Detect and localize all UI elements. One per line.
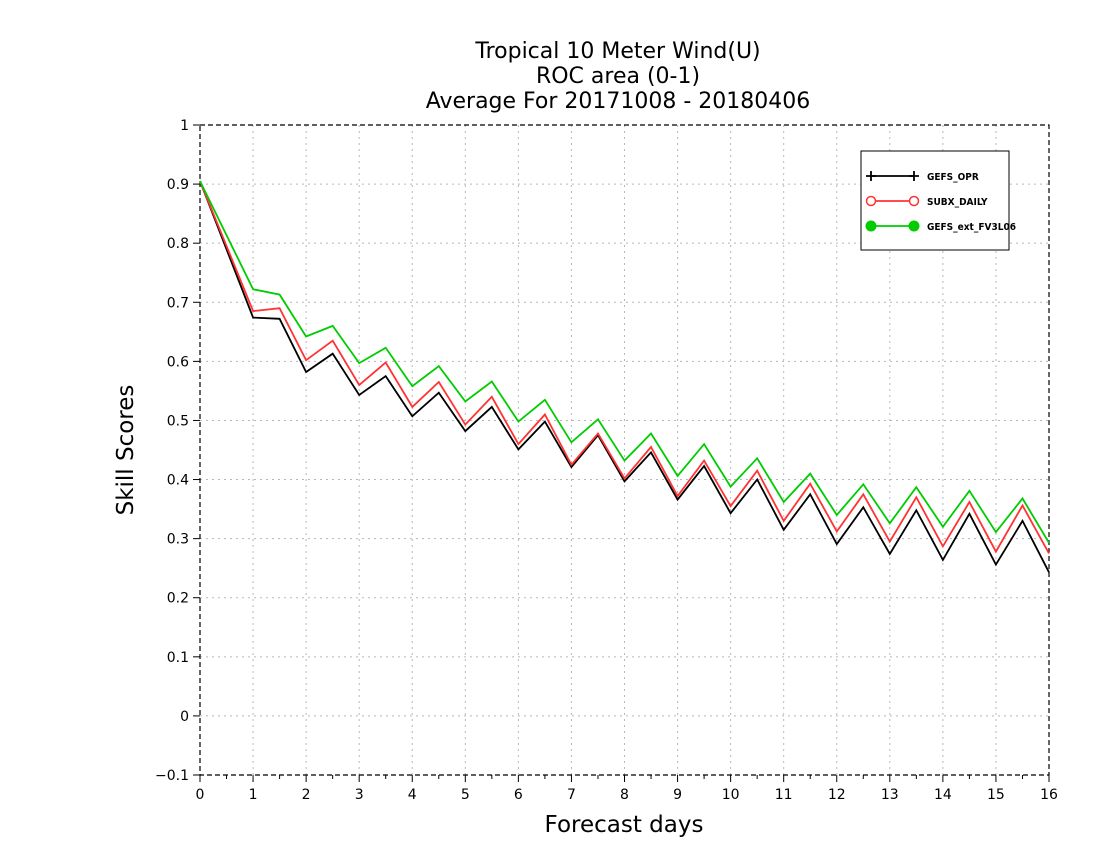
y-tick-label: 0.1	[167, 650, 189, 666]
y-tick-label: 1	[180, 118, 189, 134]
series-line-gefs-opr	[199, 180, 1050, 573]
x-tick-label: 3	[355, 787, 364, 803]
y-tick-label: 0.4	[167, 473, 189, 489]
x-tick-label: 2	[302, 787, 311, 803]
x-tick-label: 7	[567, 787, 576, 803]
x-tick-label: 16	[1040, 787, 1058, 803]
x-tick-label: 11	[775, 787, 793, 803]
y-tick-label: 0.5	[167, 413, 189, 429]
series-line-gefs-ext-fv3l06	[199, 180, 1050, 544]
axis-ticks: 0 1 2 3 4 5 6 7 8 9 10 11 12 13 14 15 16−0.100.10.20.30.…	[155, 118, 1058, 803]
legend-label: SUBX_DAILY	[927, 197, 988, 208]
legend-entry: SUBX_DAILY	[865, 195, 988, 208]
x-tick-label: 0	[196, 787, 205, 803]
y-tick-label: −0.1	[155, 768, 189, 784]
x-tick-label: 8	[620, 787, 629, 803]
y-tick-label: 0.2	[167, 591, 189, 607]
x-tick-label: 1	[249, 787, 258, 803]
x-tick-label: 15	[987, 787, 1005, 803]
x-tick-label: 9	[673, 787, 682, 803]
legend: GEFS_OPR SUBX_DAILY GEFS_ext_FV3L06	[860, 150, 1016, 251]
legend-label: GEFS_OPR	[927, 172, 979, 183]
chart-title-line-1: Tropical 10 Meter Wind(U)	[474, 39, 760, 64]
legend-entry: GEFS_ext_FV3L06	[865, 220, 1016, 233]
y-tick-label: 0.9	[167, 177, 189, 193]
y-axis-label: Skill Scores	[113, 385, 139, 516]
legend-marker-open-circle	[908, 195, 920, 207]
legend-entry: GEFS_OPR	[866, 171, 979, 183]
x-tick-label: 6	[514, 787, 523, 803]
x-tick-label: 4	[408, 787, 417, 803]
chart-title-line-2: ROC area (0-1)	[536, 64, 700, 89]
series-line-subx-daily	[199, 180, 1050, 554]
y-tick-label: 0.8	[167, 236, 189, 252]
x-tick-label: 5	[461, 787, 470, 803]
series-lines	[199, 180, 1050, 573]
y-tick-label: 0	[180, 709, 189, 725]
y-tick-label: 0.6	[167, 354, 189, 370]
legend-marker-filled-circle	[865, 220, 877, 232]
chart-title-line-3: Average For 20171008 - 20180406	[426, 89, 811, 114]
y-tick-label: 0.7	[167, 295, 189, 311]
legend-marker-filled-circle	[908, 220, 920, 232]
legend-marker-open-circle	[865, 195, 877, 207]
legend-label: GEFS_ext_FV3L06	[927, 222, 1016, 233]
legend-marker-plus	[866, 171, 876, 181]
y-tick-label: 0.3	[167, 532, 189, 548]
x-axis-label: Forecast days	[545, 812, 704, 838]
x-tick-label: 12	[828, 787, 846, 803]
x-tick-label: 14	[934, 787, 952, 803]
x-tick-label: 10	[722, 787, 740, 803]
legend-marker-plus	[909, 171, 919, 181]
x-tick-label: 13	[881, 787, 899, 803]
